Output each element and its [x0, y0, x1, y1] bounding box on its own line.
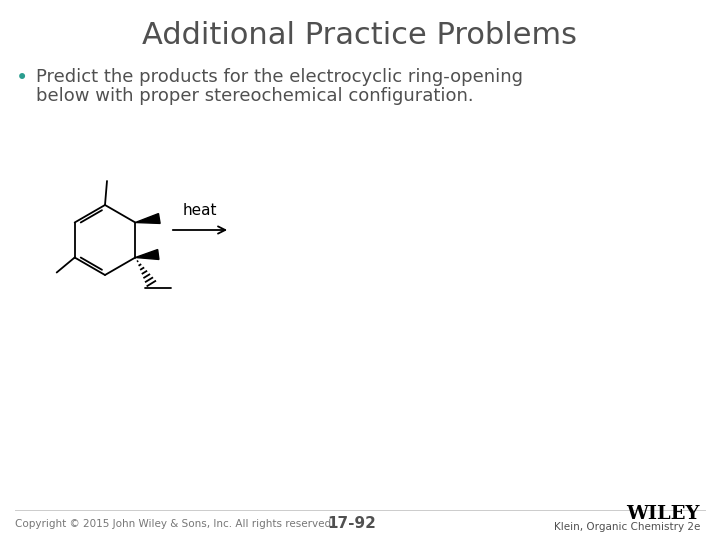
- Text: Predict the products for the electrocyclic ring-opening: Predict the products for the electrocycl…: [36, 68, 523, 86]
- Text: Klein, Organic Chemistry 2e: Klein, Organic Chemistry 2e: [554, 522, 700, 532]
- Text: 17-92: 17-92: [328, 516, 377, 531]
- Polygon shape: [135, 213, 160, 224]
- Text: Additional Practice Problems: Additional Practice Problems: [143, 21, 577, 50]
- Text: heat: heat: [183, 203, 217, 218]
- Text: •: •: [16, 68, 28, 88]
- Text: below with proper stereochemical configuration.: below with proper stereochemical configu…: [36, 87, 474, 105]
- Text: WILEY: WILEY: [626, 505, 700, 523]
- Polygon shape: [135, 249, 159, 259]
- Text: Copyright © 2015 John Wiley & Sons, Inc. All rights reserved.: Copyright © 2015 John Wiley & Sons, Inc.…: [15, 519, 335, 529]
